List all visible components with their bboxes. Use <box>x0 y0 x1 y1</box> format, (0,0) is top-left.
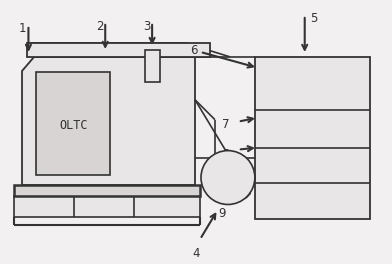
Text: 8: 8 <box>222 148 229 161</box>
Text: 4: 4 <box>192 247 200 260</box>
Text: 6: 6 <box>190 44 198 57</box>
Polygon shape <box>15 185 200 196</box>
Polygon shape <box>27 43 210 57</box>
Text: OLTC: OLTC <box>59 119 87 132</box>
Text: 2: 2 <box>96 20 104 33</box>
Polygon shape <box>255 57 370 219</box>
Polygon shape <box>15 196 200 218</box>
Circle shape <box>201 150 255 205</box>
Text: 5: 5 <box>310 12 317 25</box>
Polygon shape <box>22 57 195 185</box>
Text: 7: 7 <box>222 118 229 131</box>
Polygon shape <box>145 50 160 82</box>
Text: 9: 9 <box>218 208 225 220</box>
Text: 1: 1 <box>18 22 26 35</box>
Text: 3: 3 <box>143 20 151 33</box>
Polygon shape <box>36 72 110 175</box>
